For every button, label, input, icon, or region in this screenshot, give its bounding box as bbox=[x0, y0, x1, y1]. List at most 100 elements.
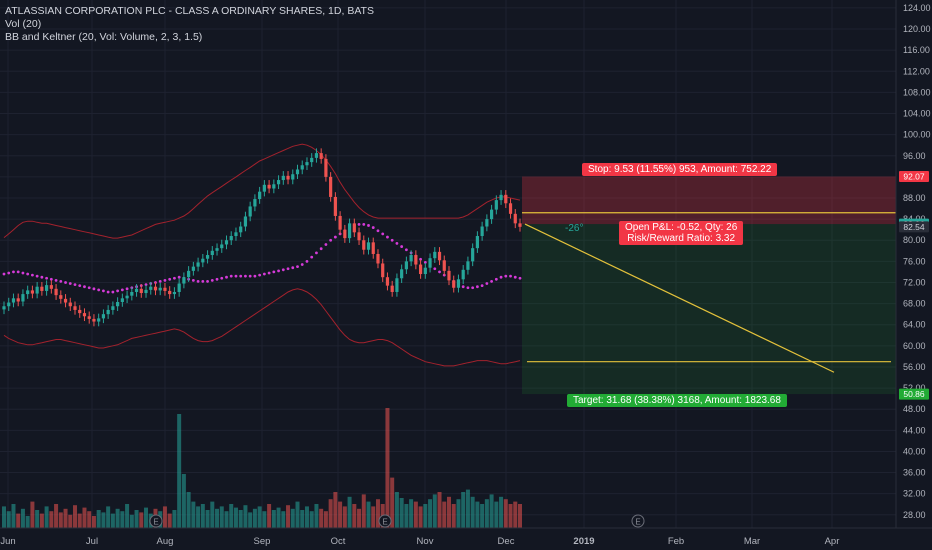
keltner-center-dot bbox=[234, 274, 238, 278]
candle-body bbox=[409, 255, 413, 262]
keltner-center-dot bbox=[362, 223, 366, 226]
candle-body bbox=[172, 291, 177, 295]
candle-body bbox=[220, 244, 224, 249]
volume-bar bbox=[134, 510, 139, 528]
volume-bar bbox=[30, 501, 35, 528]
bb-keltner-indicator-label[interactable]: BB and Keltner (20, Vol: Volume, 2, 3, 1… bbox=[5, 31, 203, 43]
keltner-center-dot bbox=[357, 223, 361, 226]
volume-bar bbox=[82, 507, 87, 528]
time-tick-label: Aug bbox=[157, 536, 174, 547]
volume-bar bbox=[233, 507, 238, 528]
keltner-center-dot bbox=[300, 263, 304, 266]
volume-bar bbox=[518, 504, 522, 528]
volume-bar bbox=[428, 499, 433, 528]
keltner-center-dot bbox=[490, 280, 493, 283]
volume-bar bbox=[499, 496, 504, 528]
time-tick-label: Oct bbox=[331, 536, 346, 547]
candle-body bbox=[11, 298, 16, 303]
keltner-center-dot bbox=[173, 276, 176, 280]
price-tick-label: 108.00 bbox=[903, 87, 931, 97]
symbol-title: ATLASSIAN CORPORATION PLC - CLASS A ORDI… bbox=[5, 5, 374, 17]
candle-body bbox=[414, 255, 418, 265]
keltner-center-dot bbox=[26, 272, 30, 276]
keltner-center-dot bbox=[35, 274, 39, 278]
keltner-center-dot bbox=[272, 270, 276, 274]
volume-bar bbox=[196, 506, 201, 528]
volume-bar bbox=[290, 508, 295, 528]
volume-bar bbox=[110, 513, 115, 528]
volume-bar bbox=[361, 494, 366, 528]
keltner-center-dot bbox=[111, 290, 115, 294]
candle-body bbox=[347, 223, 352, 239]
volume-indicator-label[interactable]: Vol (20) bbox=[5, 18, 42, 30]
keltner-center-dot bbox=[225, 275, 228, 279]
candle-body bbox=[357, 232, 361, 241]
candle-body bbox=[82, 313, 87, 317]
volume-bar bbox=[11, 504, 16, 528]
candle-body bbox=[447, 270, 451, 281]
volume-bar bbox=[366, 501, 371, 528]
time-tick-label: Jul bbox=[86, 536, 98, 547]
candle-body bbox=[21, 294, 25, 302]
candle-body bbox=[324, 158, 328, 177]
volume-bar bbox=[162, 506, 167, 528]
volume-bar bbox=[177, 414, 182, 528]
candle-body bbox=[234, 232, 238, 237]
keltner-center-dot bbox=[120, 288, 124, 292]
candle-body bbox=[489, 209, 494, 220]
candle-body bbox=[2, 306, 6, 310]
price-tick-label: 124.00 bbox=[903, 3, 931, 13]
volume-bar bbox=[191, 501, 196, 528]
volume-bar bbox=[475, 501, 480, 528]
candle-body bbox=[78, 309, 82, 314]
volume-bar bbox=[101, 512, 106, 528]
volume-bar bbox=[106, 506, 111, 528]
volume-bar bbox=[352, 504, 357, 528]
price-tick-label: 44.00 bbox=[903, 425, 926, 435]
keltner-center-dot bbox=[371, 226, 375, 229]
volume-bar bbox=[371, 506, 376, 528]
volume-bar bbox=[286, 505, 291, 528]
volume-bar bbox=[494, 501, 499, 528]
keltner-center-dot bbox=[386, 235, 389, 239]
volume-bar bbox=[229, 504, 234, 528]
keltner-center-dot bbox=[319, 247, 323, 251]
volume-bar bbox=[465, 489, 470, 528]
candle-body bbox=[319, 153, 323, 159]
volume-bar bbox=[219, 506, 224, 528]
open-pnl-box[interactable]: Open P&L: -0.52, Qty: 26 Risk/Reward Rat… bbox=[619, 221, 744, 245]
candle-body bbox=[314, 153, 319, 158]
candle-body bbox=[177, 283, 181, 292]
candle-body bbox=[54, 288, 58, 296]
keltner-center-dot bbox=[87, 286, 91, 290]
candle-body bbox=[40, 286, 44, 291]
candle-body bbox=[508, 203, 513, 214]
volume-bar bbox=[333, 492, 338, 528]
candle-body bbox=[182, 277, 186, 284]
earnings-marker-label: E bbox=[635, 518, 640, 527]
volume-bar bbox=[252, 508, 257, 528]
keltner-center-dot bbox=[54, 278, 58, 282]
volume-bar bbox=[125, 504, 130, 528]
volume-bar bbox=[172, 510, 177, 528]
candle-body bbox=[366, 242, 371, 250]
volume-bar bbox=[470, 496, 475, 528]
candle-body bbox=[295, 169, 300, 175]
candle-body bbox=[286, 175, 290, 180]
price-tick-label: 88.00 bbox=[903, 193, 926, 203]
keltner-center-dot bbox=[504, 274, 508, 278]
candle-body bbox=[305, 162, 309, 166]
volume-bar bbox=[314, 504, 319, 528]
keltner-center-dot bbox=[253, 274, 257, 278]
volume-bar bbox=[200, 504, 205, 528]
keltner-center-dot bbox=[191, 278, 195, 282]
candle-body bbox=[168, 290, 172, 295]
volume-bar bbox=[16, 513, 21, 528]
stop-loss-label[interactable]: Stop: 9.53 (11.55%) 953, Amount: 752.22 bbox=[582, 163, 778, 176]
keltner-center-dot bbox=[381, 232, 385, 236]
target-label[interactable]: Target: 31.68 (38.38%) 3168, Amount: 182… bbox=[567, 394, 787, 407]
keltner-center-dot bbox=[45, 276, 49, 280]
volume-bar bbox=[167, 513, 172, 528]
candle-body bbox=[276, 180, 281, 185]
